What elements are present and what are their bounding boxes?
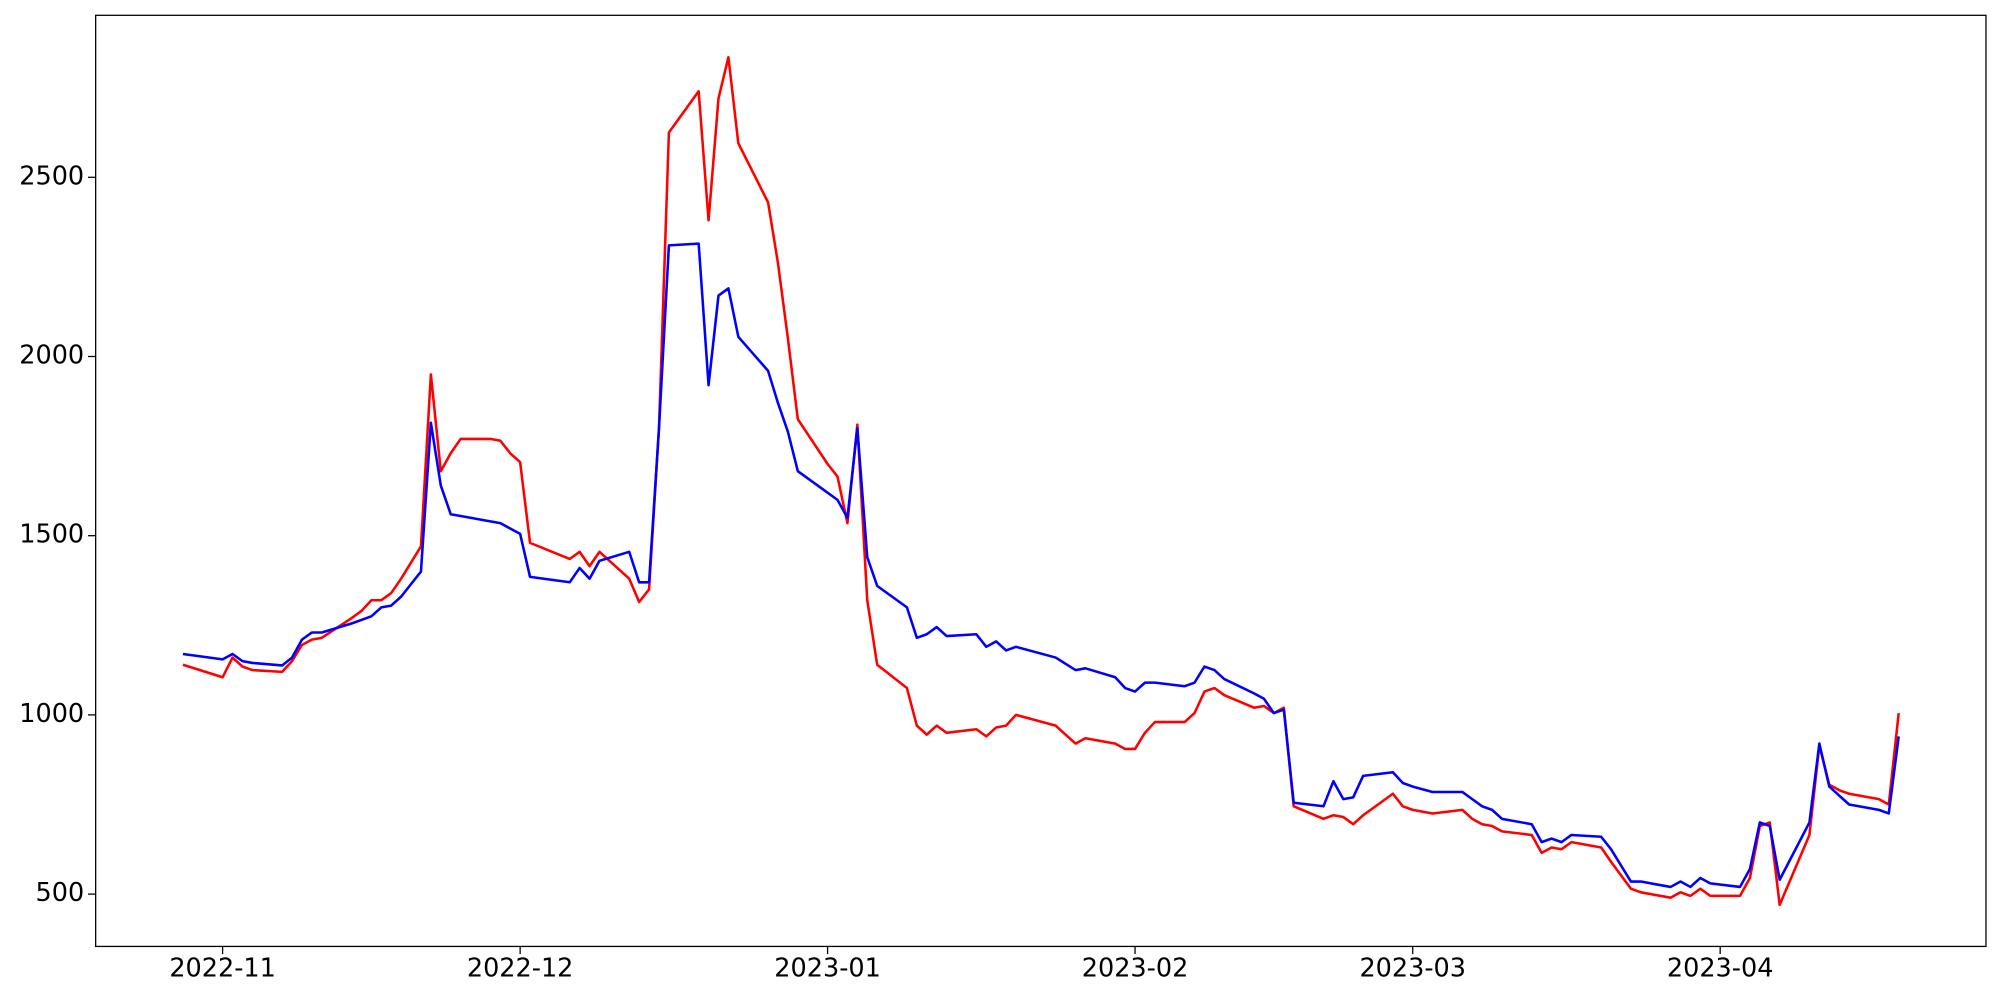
plot-frame: [95, 14, 1987, 948]
x-tick-label: 2023-03: [1359, 953, 1466, 983]
y-tick-label: 1500: [19, 520, 84, 550]
x-tick-label: 2023-02: [1082, 953, 1189, 983]
y-tick-label: 500: [36, 878, 85, 908]
y-tick-label: 2000: [19, 341, 84, 371]
y-tick-label: 2500: [19, 161, 84, 191]
x-tick-label: 2023-04: [1667, 953, 1774, 983]
x-tick-label: 2023-01: [774, 953, 881, 983]
series-line: [182, 55, 1900, 907]
x-tick-label: 2022-11: [169, 953, 276, 983]
x-tick-label: 2022-12: [467, 953, 574, 983]
series-line: [182, 242, 1900, 889]
y-tick-label: 1000: [19, 699, 84, 729]
